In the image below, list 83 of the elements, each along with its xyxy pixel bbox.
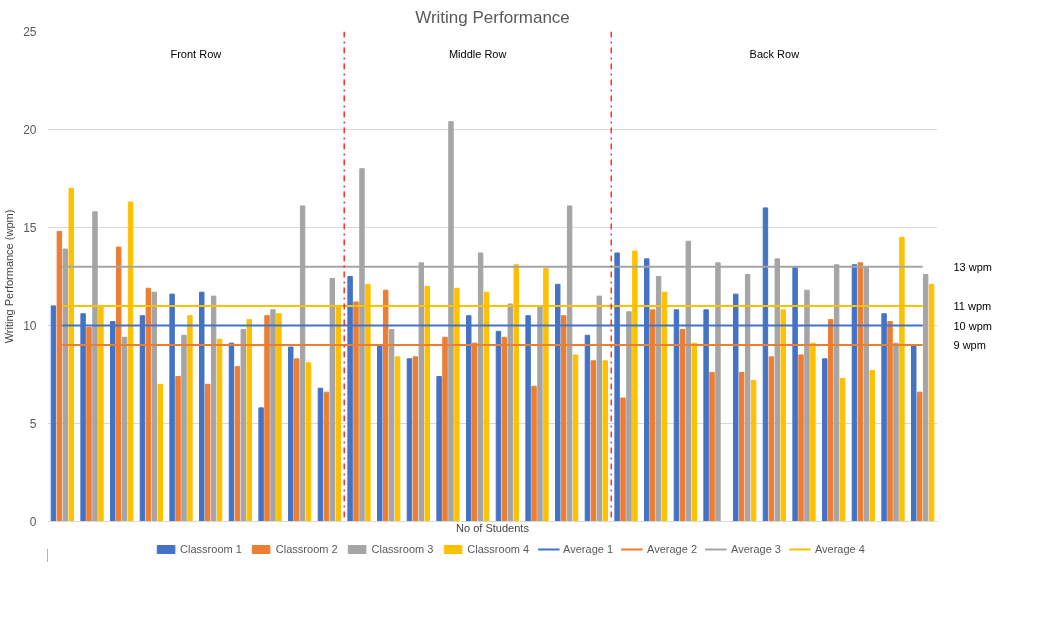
bar bbox=[869, 370, 875, 522]
bar bbox=[602, 360, 608, 522]
bar bbox=[50, 305, 57, 522]
bar bbox=[388, 328, 395, 522]
text: 13 wpm bbox=[953, 260, 993, 273]
bar bbox=[317, 387, 324, 522]
legend-label: Classroom 2 bbox=[275, 543, 338, 555]
y-tick-label: 15 bbox=[23, 221, 37, 235]
bar bbox=[377, 344, 383, 522]
bar bbox=[744, 274, 751, 522]
legend-label: Average 4 bbox=[814, 543, 865, 555]
bar bbox=[436, 375, 442, 522]
bar bbox=[596, 295, 603, 522]
bar bbox=[121, 336, 128, 522]
bar bbox=[228, 342, 235, 522]
bar bbox=[305, 362, 312, 522]
bar bbox=[216, 338, 223, 522]
y-tick-label: 10 bbox=[23, 319, 37, 333]
bar bbox=[531, 385, 537, 522]
annotation: Middle Row bbox=[448, 47, 507, 60]
bar bbox=[922, 274, 929, 522]
bar bbox=[916, 391, 923, 522]
bar bbox=[175, 375, 181, 522]
bar bbox=[412, 356, 419, 522]
bar bbox=[323, 391, 330, 522]
bar bbox=[572, 354, 579, 522]
bar bbox=[590, 360, 597, 522]
bar bbox=[246, 319, 252, 522]
bar bbox=[810, 342, 816, 522]
bar bbox=[893, 342, 899, 522]
legend-label: Classroom 3 bbox=[371, 543, 434, 555]
legend-label: Classroom 1 bbox=[180, 543, 242, 555]
bar bbox=[768, 356, 775, 522]
bar bbox=[804, 289, 810, 522]
y-tick-label: 5 bbox=[29, 417, 37, 431]
text: 9 wpm bbox=[953, 339, 986, 352]
bar bbox=[691, 342, 697, 522]
y-tick-label: 25 bbox=[23, 25, 37, 39]
bar bbox=[537, 305, 543, 522]
bar bbox=[780, 309, 786, 522]
bar bbox=[151, 291, 158, 522]
bar bbox=[626, 311, 632, 522]
bar bbox=[210, 295, 217, 522]
bar bbox=[495, 330, 502, 522]
bar bbox=[406, 358, 413, 522]
x-axis-title: No of Students bbox=[456, 521, 530, 534]
bar bbox=[839, 377, 846, 522]
bar bbox=[911, 344, 917, 522]
bar bbox=[822, 358, 828, 522]
text: 11 wpm bbox=[953, 299, 992, 312]
bar bbox=[157, 383, 163, 522]
annotation: Front Row bbox=[170, 47, 222, 60]
bar bbox=[293, 358, 300, 522]
legend-label: Average 2 bbox=[647, 543, 697, 555]
bar bbox=[276, 313, 282, 522]
y-tick-label: 0 bbox=[29, 515, 37, 529]
y-axis-title: Writing Performance (wpm) bbox=[3, 209, 16, 344]
bar bbox=[181, 334, 187, 522]
bar bbox=[204, 383, 211, 522]
bar bbox=[240, 328, 247, 522]
bar bbox=[709, 372, 715, 522]
bar bbox=[655, 276, 662, 522]
legend-label: Average 1 bbox=[563, 543, 614, 555]
bar bbox=[928, 283, 935, 522]
bar bbox=[234, 366, 241, 522]
bar bbox=[270, 309, 276, 522]
legend-label: Classroom 4 bbox=[467, 543, 530, 555]
bar bbox=[750, 379, 757, 522]
chart-title: Writing Performance bbox=[415, 7, 570, 27]
bar bbox=[738, 372, 745, 522]
bar bbox=[288, 346, 294, 522]
bar bbox=[584, 334, 591, 522]
bar bbox=[507, 303, 514, 522]
bar bbox=[329, 277, 336, 522]
annotation: Back Row bbox=[749, 47, 800, 60]
bar bbox=[620, 397, 626, 522]
text: 10 wpm bbox=[953, 319, 993, 332]
bar bbox=[394, 356, 401, 522]
bar bbox=[798, 354, 804, 522]
y-tick-label: 20 bbox=[23, 123, 37, 137]
bar bbox=[258, 407, 264, 522]
legend-label: Average 3 bbox=[731, 543, 781, 555]
bar bbox=[187, 315, 193, 522]
